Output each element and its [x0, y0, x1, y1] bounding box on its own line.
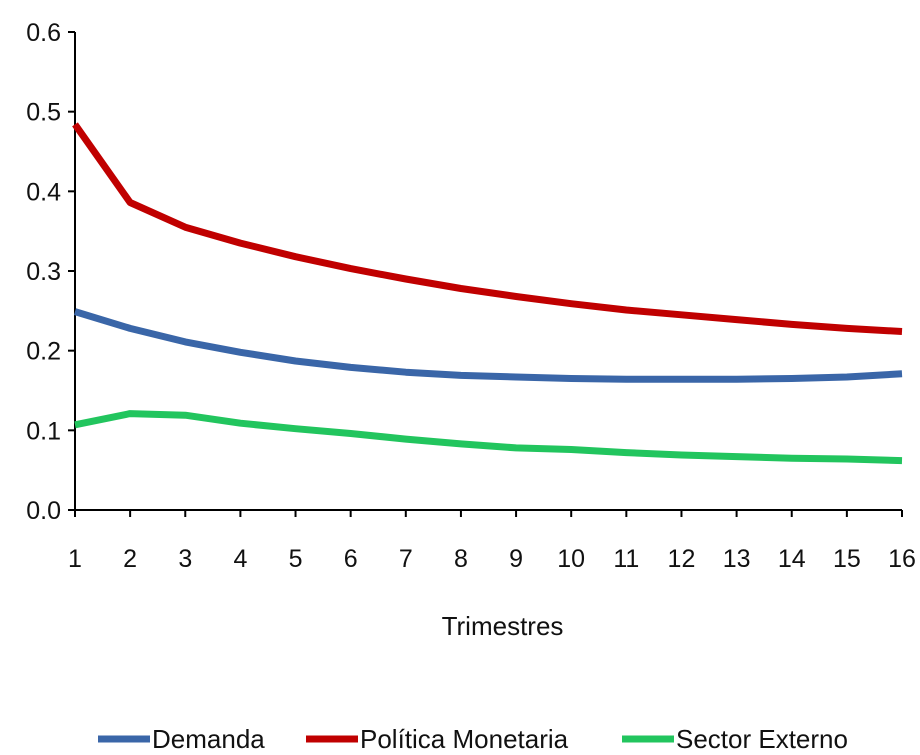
x-tick-label: 7	[399, 545, 413, 573]
series-layer	[72, 122, 903, 465]
x-tick-label: 5	[289, 545, 303, 573]
x-tick-label: 11	[613, 545, 639, 573]
y-tick-label: 0.3	[26, 258, 61, 286]
y-tick-label: 0.4	[26, 178, 61, 206]
y-tick-label: 0.1	[26, 417, 61, 445]
legend-label: Sector Externo	[676, 724, 848, 754]
x-tick-label: 14	[778, 545, 806, 573]
x-tick-label: 4	[233, 545, 247, 573]
x-tick-label: 9	[509, 545, 523, 573]
series-line-3	[74, 410, 903, 465]
series-line-1	[73, 308, 903, 383]
legend-label: Demanda	[152, 724, 265, 754]
x-tick-label: 16	[888, 545, 916, 573]
x-tick-label: 15	[833, 545, 861, 573]
axes	[68, 31, 903, 517]
x-tick-label: 3	[178, 545, 192, 573]
x-tick-label: 1	[68, 545, 82, 573]
x-tick-label: 10	[557, 545, 585, 573]
y-tick-label: 0.2	[26, 338, 61, 366]
tick-labels: 0.00.10.20.30.40.50.61 2 3 4 5 6 7 8 9 10 11 12 13 14…	[26, 19, 916, 573]
legend: Demanda Política Monetaria Sector Externo	[98, 724, 848, 754]
x-tick-label: 2	[123, 545, 137, 573]
y-tick-label: 0.0	[26, 497, 61, 525]
x-tick-label: 8	[454, 545, 468, 573]
series-line-2	[72, 122, 903, 335]
y-tick-label: 0.6	[26, 19, 61, 47]
y-tick-label: 0.5	[26, 99, 61, 127]
x-tick-label: 12	[668, 545, 696, 573]
x-axis-title: Trimestres	[442, 611, 564, 641]
x-tick-label: 13	[723, 545, 751, 573]
x-tick-label: 6	[344, 545, 358, 573]
legend-label: Política Monetaria	[360, 724, 569, 754]
